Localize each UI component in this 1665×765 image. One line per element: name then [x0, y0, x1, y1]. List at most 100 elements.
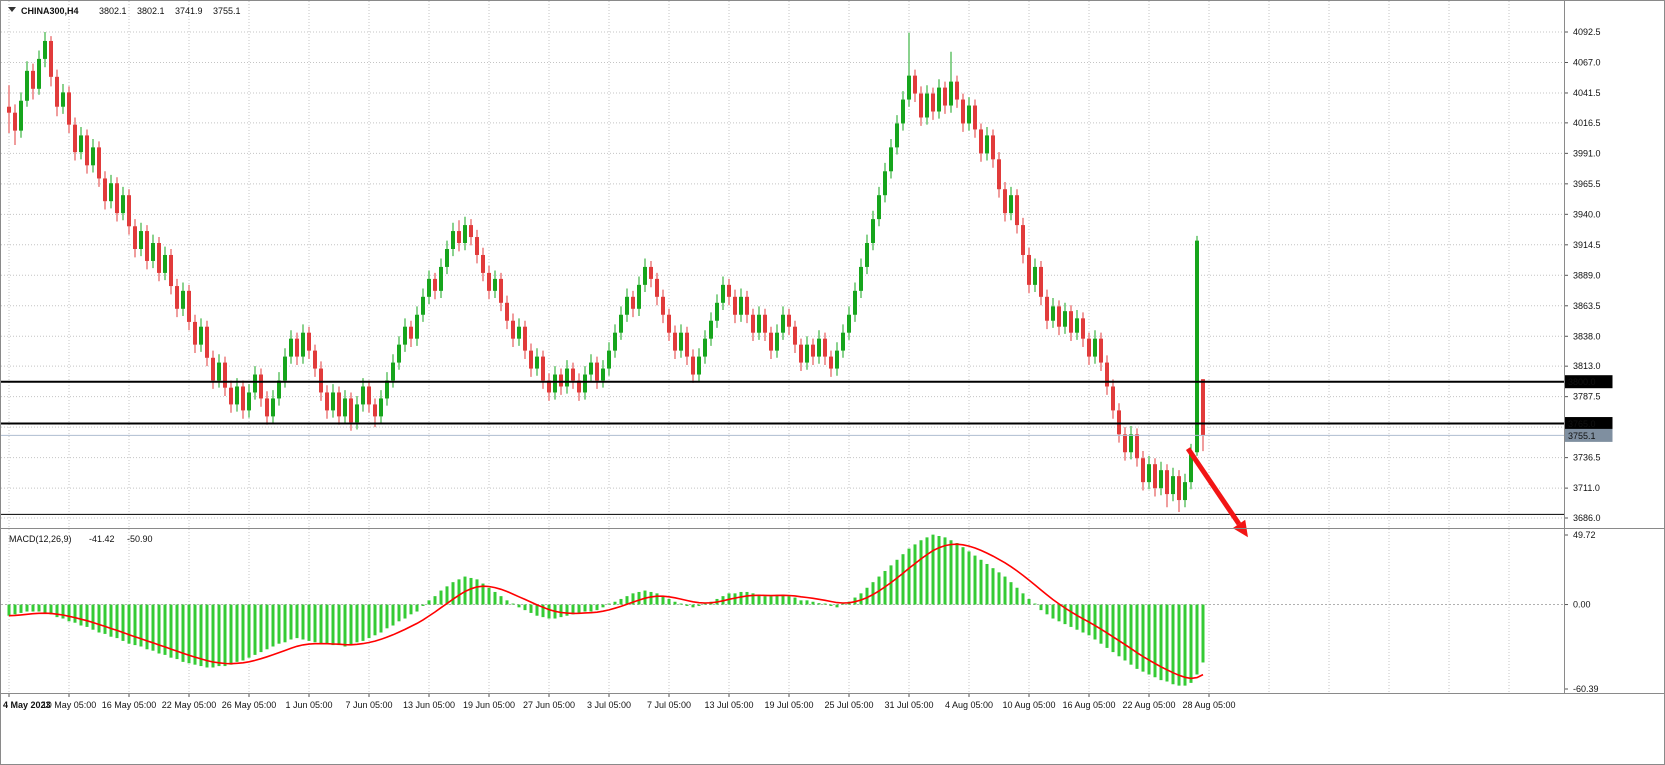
candle [19, 100, 23, 131]
ohlc-open: 3802.1 [99, 6, 127, 16]
candle [151, 243, 155, 261]
candle [487, 272, 491, 291]
symbol-dropdown-icon[interactable] [8, 7, 16, 12]
candle [763, 314, 767, 333]
candle [367, 386, 371, 405]
price-axis-label: 4092.5 [1573, 27, 1601, 37]
candle [961, 99, 965, 124]
time-axis-label: 13 Jul 05:00 [704, 700, 753, 710]
price-tag-label: 3800.0 [1568, 377, 1596, 387]
candle [1003, 189, 1007, 214]
macd-signal-value: -50.90 [127, 534, 153, 544]
time-axis-label: 4 Aug 05:00 [945, 700, 993, 710]
candle [865, 243, 869, 267]
price-axis-label: 3686.0 [1573, 513, 1601, 523]
candle [451, 231, 455, 249]
price-tag [1564, 417, 1613, 431]
candle [643, 266, 647, 285]
candle [337, 392, 341, 417]
candle [397, 344, 401, 363]
candle [229, 387, 233, 405]
candle [457, 231, 461, 244]
candle [709, 320, 713, 339]
candle [1183, 482, 1187, 501]
candle [685, 332, 689, 357]
candle [271, 398, 275, 417]
time-axis-label: 31 Jul 05:00 [884, 700, 933, 710]
candle [931, 93, 935, 112]
candle [577, 380, 581, 393]
candle [985, 135, 989, 154]
time-axis-label: 27 Jun 05:00 [523, 700, 575, 710]
candle [121, 195, 125, 214]
candle [1099, 338, 1103, 363]
candle [937, 87, 941, 112]
time-axis-label: 7 Jul 05:00 [647, 700, 691, 710]
axis-labels: 4092.5 4067.0 4041.5 4016.5 3991.0 3965.5 3940… [3, 27, 1601, 710]
candle [463, 225, 467, 244]
candle [637, 284, 641, 309]
candle [259, 374, 263, 399]
price-axis-label: 3813.0 [1573, 361, 1601, 371]
time-scale[interactable] [1, 694, 1665, 724]
candle [373, 404, 377, 417]
pane-divider[interactable] [1, 524, 1665, 533]
candle [145, 231, 149, 261]
symbol-title: CHINA300,H4 [21, 6, 79, 16]
candle [79, 135, 83, 153]
candle [349, 398, 353, 423]
price-scale[interactable] [1564, 1, 1665, 693]
macd-chart-surface[interactable] [1, 533, 1564, 693]
time-axis-label: 4 May 2023 [3, 700, 51, 710]
candle [211, 357, 215, 381]
price-tag [1564, 375, 1613, 389]
candle [703, 338, 707, 357]
candle [895, 123, 899, 148]
price-axis-label: 3711.0 [1573, 483, 1600, 493]
candle [1123, 434, 1127, 453]
candle [943, 87, 947, 106]
candle [139, 231, 143, 249]
candle [127, 195, 131, 227]
candle [475, 237, 479, 255]
candle [589, 362, 593, 375]
candle [421, 296, 425, 315]
ohlc-close: 3755.1 [213, 6, 241, 16]
price-tag-label: 3765.0 [1568, 419, 1596, 429]
main-chart-surface[interactable] [1, 1, 1564, 524]
candle [355, 404, 359, 423]
candle [511, 320, 515, 339]
candle [187, 290, 191, 322]
candle [1021, 225, 1025, 255]
macd-main-value: -41.42 [89, 534, 115, 544]
candle [403, 326, 407, 345]
time-axis-label: 10 May 05:00 [42, 700, 97, 710]
candle [673, 332, 677, 351]
time-axis-label: 26 May 05:00 [222, 700, 277, 710]
candle [769, 332, 773, 351]
candle [37, 58, 41, 89]
time-axis-label: 19 Jun 05:00 [463, 700, 515, 710]
candle [1189, 452, 1193, 483]
candle [67, 92, 71, 125]
candle [655, 278, 659, 297]
candle [1045, 296, 1049, 321]
candle [1087, 338, 1091, 357]
candle [601, 368, 605, 381]
candle [1117, 410, 1121, 435]
candle [919, 93, 923, 118]
candle [1009, 195, 1013, 214]
candle [1063, 311, 1067, 327]
candle [721, 284, 725, 303]
candle [241, 386, 245, 411]
price-axis-label: 3940.0 [1573, 209, 1601, 219]
price-axis-label: 4067.0 [1573, 57, 1601, 67]
candle [979, 129, 983, 154]
candle [787, 314, 791, 327]
candle [49, 40, 53, 77]
bid-price-tag-label: 3755.1 [1568, 431, 1596, 441]
candle [775, 332, 779, 351]
price-axis-label: 3787.5 [1573, 392, 1601, 402]
candle [7, 106, 11, 113]
